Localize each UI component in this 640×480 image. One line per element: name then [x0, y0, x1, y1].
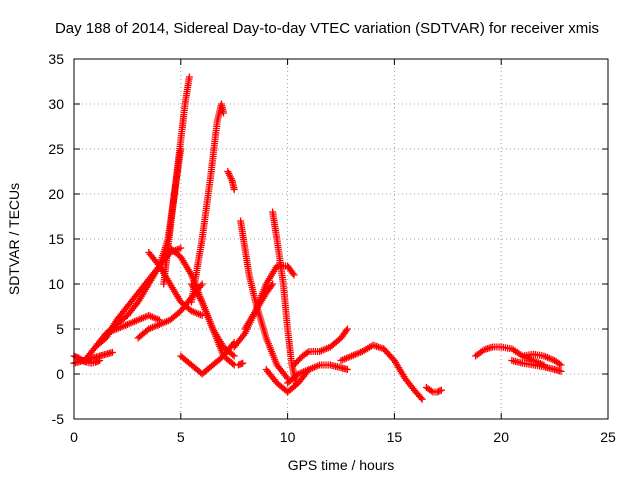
- series-track-14: [234, 359, 247, 369]
- y-tick-label: 30: [48, 96, 64, 112]
- y-tick-label: 5: [56, 321, 64, 337]
- series-track-21: [290, 325, 351, 369]
- data-point-marker: [108, 348, 116, 356]
- data-point-marker: [343, 325, 351, 333]
- data-point-marker: [303, 349, 311, 357]
- data-point-marker: [289, 270, 297, 277]
- series-track-23: [422, 384, 445, 396]
- chart-title: Day 188 of 2014, Sidereal Day-to-day VTE…: [55, 20, 599, 37]
- data-point-marker: [342, 327, 350, 334]
- data-point-marker: [177, 244, 185, 252]
- data-point-marker: [418, 395, 426, 403]
- data-point-marker: [343, 366, 351, 373]
- series-track-20: [284, 361, 351, 387]
- data-point-marker: [198, 280, 206, 288]
- series-track-15: [237, 217, 292, 382]
- series-track-12: [177, 339, 238, 378]
- plot-frame: [73, 58, 609, 420]
- series-track-22: [337, 341, 426, 403]
- x-tick-label: 0: [70, 429, 78, 445]
- axis-ticks: 0 5 10 15 20 25 -5 0 5 10 15 20 25 30 35: [48, 51, 616, 445]
- data-point-marker: [557, 367, 565, 375]
- data-point-marker: [557, 361, 565, 369]
- series-track-13: [224, 168, 238, 193]
- data-point-marker: [230, 352, 238, 360]
- data-point-marker: [230, 186, 238, 193]
- data-point-marker: [229, 360, 237, 368]
- data-point-marker: [220, 109, 228, 117]
- y-tick-label: 15: [48, 231, 64, 247]
- data-point-marker: [229, 351, 237, 359]
- data-point-marker: [269, 280, 277, 288]
- data-point-marker: [185, 73, 193, 81]
- series-track-25: [508, 357, 565, 375]
- data-point-marker: [290, 271, 298, 279]
- y-tick-label: 0: [56, 366, 64, 382]
- x-tick-label: 15: [387, 429, 403, 445]
- y-tick-label: 20: [48, 186, 64, 202]
- y-tick-label: 10: [48, 276, 64, 292]
- data-point-marker: [427, 387, 435, 395]
- data-point-marker: [437, 386, 445, 394]
- series-track-8: [160, 73, 193, 288]
- y-tick-label: 35: [48, 51, 64, 67]
- y-tick-label: -5: [52, 411, 65, 427]
- x-tick-label: 25: [600, 429, 616, 445]
- x-tick-label: 10: [280, 429, 296, 445]
- x-tick-label: 5: [177, 429, 185, 445]
- y-axis-label: SDTVAR / TECUs: [6, 183, 22, 295]
- data-point-marker: [268, 282, 276, 289]
- data-point-marker: [555, 360, 563, 368]
- series-track-10: [187, 100, 228, 306]
- x-axis-label: GPS time / hours: [288, 457, 395, 473]
- series-track-5: [91, 244, 185, 351]
- series-track-26: [519, 350, 565, 369]
- x-tick-label: 20: [493, 429, 509, 445]
- series-track-17: [241, 280, 277, 333]
- data-point-marker: [417, 394, 425, 402]
- y-tick-label: 25: [48, 141, 64, 157]
- data-points: [70, 73, 565, 403]
- data-point-marker: [239, 359, 247, 367]
